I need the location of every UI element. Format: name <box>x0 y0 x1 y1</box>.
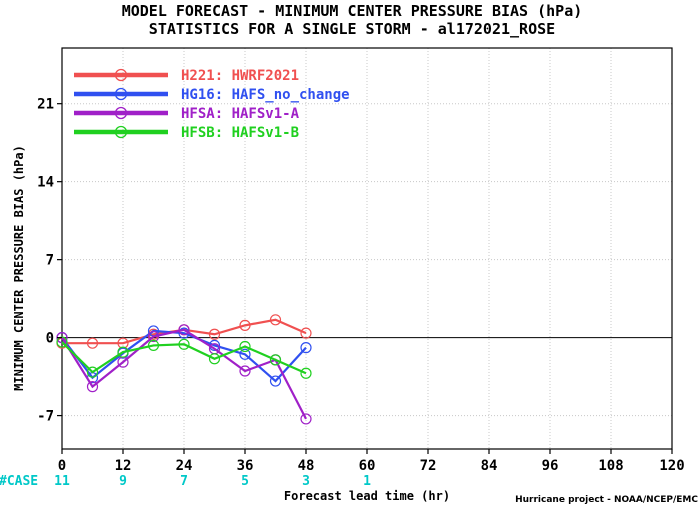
legend: H221: HWRF2021 HG16: HAFS_no_change HFSA: … <box>74 68 350 141</box>
x-tick-label: 60 <box>359 458 376 474</box>
x-tick-label: 120 <box>659 458 684 474</box>
data-point <box>86 366 99 378</box>
data-point <box>300 327 312 339</box>
legend-marker <box>114 125 128 139</box>
data-point <box>86 337 99 349</box>
data-point <box>269 375 282 387</box>
legend-item: HG16: HAFS_no_change <box>74 87 350 103</box>
data-point <box>239 348 251 360</box>
case-count: 11 <box>54 474 70 489</box>
legend-item: H221: HWRF2021 <box>74 68 299 84</box>
series-line <box>61 341 307 375</box>
series-line <box>61 329 307 383</box>
x-tick-label: 12 <box>115 458 132 474</box>
data-point <box>269 354 282 366</box>
series-layer <box>56 314 312 425</box>
grid <box>62 48 672 449</box>
data-point <box>239 340 251 353</box>
legend-item: HFSB: HAFSv1-B <box>74 125 299 141</box>
case-count: 7 <box>180 474 188 489</box>
data-point <box>117 346 129 358</box>
y-tick-label: 21 <box>37 97 54 113</box>
legend-label: HFSB: HAFSv1-B <box>181 125 299 141</box>
legend-label: HFSA: HAFSv1-A <box>181 106 300 122</box>
tick-labels: 0 12 24 36 48 60 72 84 96 108 120 -7 0 7 14 21 <box>37 97 685 474</box>
credit-text: Hurricane project - NOAA/NCEP/EMC <box>515 495 698 505</box>
y-axis-label: MINIMUM CENTER PRESSURE BIAS (hPa) <box>12 145 26 391</box>
legend-marker <box>114 106 128 120</box>
x-tick-label: 84 <box>481 458 498 474</box>
case-count: 3 <box>302 474 310 489</box>
x-tick-label: 108 <box>598 458 623 474</box>
data-point <box>300 367 312 379</box>
legend-item: HFSA: HAFSv1-A <box>74 106 300 122</box>
legend-label: HG16: HAFS_no_change <box>181 87 350 103</box>
series-group <box>56 336 312 379</box>
case-counts: 11 9 7 5 3 1 <box>54 474 371 489</box>
y-tick-label: 7 <box>46 253 54 269</box>
data-point <box>178 324 190 336</box>
data-point <box>269 314 282 326</box>
case-count: 1 <box>363 474 371 489</box>
x-tick-label: 48 <box>298 458 315 474</box>
legend-label: H221: HWRF2021 <box>181 68 299 84</box>
chart-title: MODEL FORECAST - MINIMUM CENTER PRESSURE… <box>122 2 583 20</box>
data-point <box>300 413 312 425</box>
case-count: 5 <box>241 474 249 489</box>
case-label: #CASE <box>0 474 38 489</box>
data-point <box>147 330 160 343</box>
x-tick-label: 24 <box>176 458 193 474</box>
y-tick-label: 14 <box>37 175 54 191</box>
case-count: 9 <box>119 474 127 489</box>
legend-marker <box>114 87 128 101</box>
series-group <box>56 314 312 349</box>
chart-subtitle: STATISTICS FOR A SINGLE STORM - al172021… <box>149 20 555 38</box>
data-point <box>239 319 251 331</box>
y-tick-label: 0 <box>46 331 54 347</box>
legend-marker <box>114 68 128 82</box>
x-axis-label: Forecast lead time (hr) <box>284 489 450 503</box>
data-point <box>147 339 160 352</box>
data-point <box>300 342 312 354</box>
x-tick-label: 72 <box>420 458 437 474</box>
x-tick-label: 96 <box>542 458 559 474</box>
data-point <box>208 353 221 365</box>
data-point <box>86 381 99 393</box>
data-point <box>239 365 251 377</box>
series-line <box>61 328 307 420</box>
x-tick-label: 0 <box>58 458 66 474</box>
x-tick-label: 36 <box>237 458 254 474</box>
data-point <box>208 328 221 340</box>
y-tick-label: -7 <box>37 409 54 425</box>
data-point <box>178 338 190 350</box>
